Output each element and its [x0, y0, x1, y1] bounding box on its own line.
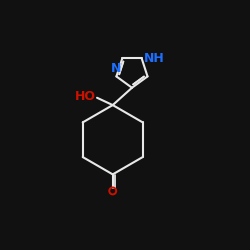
Text: NH: NH — [144, 52, 165, 65]
Text: HO: HO — [74, 90, 96, 103]
Text: N: N — [111, 62, 122, 74]
